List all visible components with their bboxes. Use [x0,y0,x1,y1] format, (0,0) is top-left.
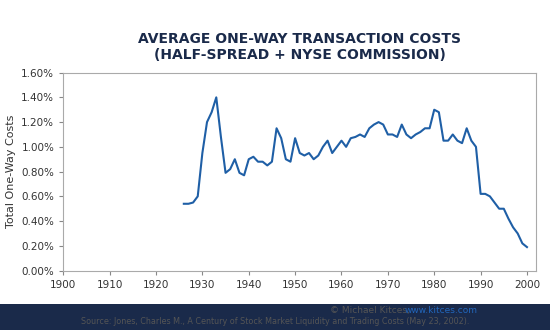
Title: AVERAGE ONE-WAY TRANSACTION COSTS
(HALF-SPREAD + NYSE COMMISSION): AVERAGE ONE-WAY TRANSACTION COSTS (HALF-… [138,31,461,62]
Y-axis label: Total One-Way Costs: Total One-Way Costs [6,115,15,228]
Text: Source: Jones, Charles M., A Century of Stock Market Liquidity and Trading Costs: Source: Jones, Charles M., A Century of … [81,316,469,326]
Text: www.kitces.com: www.kitces.com [404,306,477,315]
Text: © Michael Kitces,: © Michael Kitces, [330,306,410,315]
